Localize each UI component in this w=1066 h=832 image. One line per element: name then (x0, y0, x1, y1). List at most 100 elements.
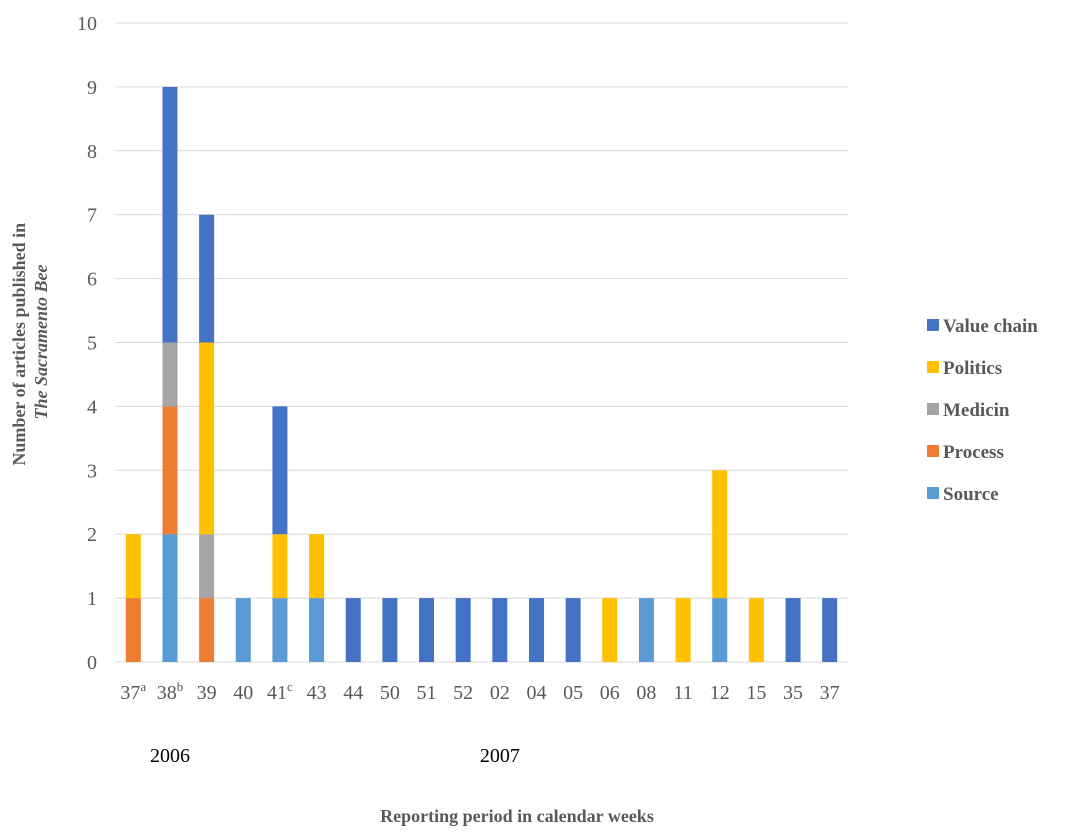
bar-segment-medicin (162, 342, 178, 407)
gridlines (115, 22, 848, 663)
x-tick-label: 41c (267, 679, 293, 704)
x-tick-label: 40 (233, 682, 253, 704)
x-tick-label: 04 (526, 682, 546, 704)
x-tick-text: 37 (820, 682, 840, 704)
bar-segment-politics (712, 470, 728, 599)
bar-segment-politics (125, 534, 141, 599)
x-tick-text: 37 (120, 682, 140, 704)
legend-label-medicin: Medicin (943, 400, 1010, 421)
bar-segment-value-chain (162, 86, 178, 343)
bar-segment-value-chain (455, 598, 471, 662)
x-tick-text: 43 (307, 682, 327, 704)
x-tick-label: 35 (783, 682, 803, 704)
x-tick-label: 15 (746, 682, 766, 704)
x-tick-label: 39 (197, 682, 217, 704)
bar-segment-value-chain (199, 214, 215, 343)
x-tick-text: 02 (490, 682, 510, 704)
legend-swatch-politics (927, 361, 939, 373)
y-axis-title-line1: Number of articles published in (9, 223, 29, 466)
x-tick-text: 15 (746, 682, 766, 704)
bar-segment-politics (602, 598, 618, 662)
legend-label-source: Source (943, 484, 999, 505)
x-tick-text: 44 (343, 682, 363, 704)
bar-segment-medicin (199, 534, 215, 599)
y-tick-label: 5 (87, 333, 97, 355)
x-tick-text: 04 (526, 682, 546, 704)
bar-segment-value-chain (822, 598, 838, 662)
bar-segment-value-chain (382, 598, 398, 662)
x-tick-text: 50 (380, 682, 400, 704)
x-tick-text: 05 (563, 682, 583, 704)
bar-segment-source (235, 598, 251, 662)
x-tick-text: 12 (710, 682, 730, 704)
x-tick-label: 06 (600, 682, 620, 704)
bar-segment-politics (675, 598, 691, 662)
legend-swatch-medicin (927, 403, 939, 415)
year-label: 2006 (150, 745, 190, 767)
bar-segment-source (272, 598, 288, 662)
x-tick-label: 38b (157, 679, 184, 704)
year-label: 2007 (480, 745, 520, 767)
x-tick-text: 51 (417, 682, 437, 704)
y-tick-label: 1 (87, 588, 97, 610)
y-tick-label: 0 (87, 652, 97, 674)
y-tick-label: 7 (87, 205, 97, 227)
x-tick-superscript: c (287, 679, 293, 694)
legend: Value chain Politics Medicin Process Source (927, 316, 1038, 505)
x-tick-label: 05 (563, 682, 583, 704)
legend-label-value-chain: Value chain (943, 316, 1038, 337)
bar-segment-value-chain (785, 598, 801, 662)
bar-segment-source (309, 598, 325, 662)
x-tick-label: 43 (307, 682, 327, 704)
y-tick-label: 6 (87, 269, 97, 291)
bar-segment-source (638, 598, 654, 662)
y-tick-labels: 0 1 2 3 4 5 6 7 8 9 10 (77, 13, 97, 674)
x-tick-label: 37 (820, 682, 840, 704)
x-tick-label: 08 (636, 682, 656, 704)
x-tick-label: 12 (710, 682, 730, 704)
bar-segment-politics (309, 534, 325, 599)
x-tick-text: 35 (783, 682, 803, 704)
x-tick-label: 52 (453, 682, 473, 704)
x-tick-label: 37a (120, 679, 146, 704)
x-tick-superscript: a (140, 679, 146, 694)
x-tick-label: 11 (673, 682, 692, 704)
y-tick-label: 2 (87, 524, 97, 546)
x-tick-labels: 37a 38b 39 40 41c 43 44 50 51 52 02 04 05 06 08 11 12 15 3… (120, 679, 839, 704)
legend-swatch-value-chain (927, 319, 939, 331)
y-tick-label: 8 (87, 141, 97, 163)
legend-swatch-process (927, 445, 939, 457)
x-tick-text: 52 (453, 682, 473, 704)
y-axis-title: Number of articles published in The Sacr… (9, 218, 51, 465)
y-tick-label: 3 (87, 460, 97, 482)
bar-segment-process (199, 598, 215, 662)
year-labels: 2006 2007 (150, 745, 520, 767)
x-tick-text: 11 (673, 682, 692, 704)
y-tick-label: 4 (87, 396, 97, 418)
x-tick-text: 39 (197, 682, 217, 704)
bar-segment-politics (748, 598, 764, 662)
x-tick-superscript: b (177, 679, 184, 694)
x-tick-label: 51 (417, 682, 437, 704)
bar-segment-value-chain (565, 598, 581, 662)
x-tick-label: 02 (490, 682, 510, 704)
x-tick-text: 41 (267, 682, 287, 704)
bar-segment-politics (199, 342, 215, 535)
bar-segment-value-chain (528, 598, 544, 662)
bar-segment-source (712, 598, 728, 662)
x-tick-label: 50 (380, 682, 400, 704)
legend-label-process: Process (943, 442, 1004, 463)
bar-segment-process (162, 406, 178, 535)
x-tick-text: 40 (233, 682, 253, 704)
bars (125, 86, 838, 662)
bar-segment-source (162, 534, 178, 662)
x-axis-title: Reporting period in calendar weeks (380, 806, 654, 826)
y-axis-title-line2: The Sacramento Bee (31, 265, 51, 420)
legend-label-politics: Politics (943, 358, 1002, 379)
bar-segment-process (125, 598, 141, 662)
x-tick-text: 08 (636, 682, 656, 704)
x-tick-text: 06 (600, 682, 620, 704)
y-tick-label: 9 (87, 77, 97, 99)
